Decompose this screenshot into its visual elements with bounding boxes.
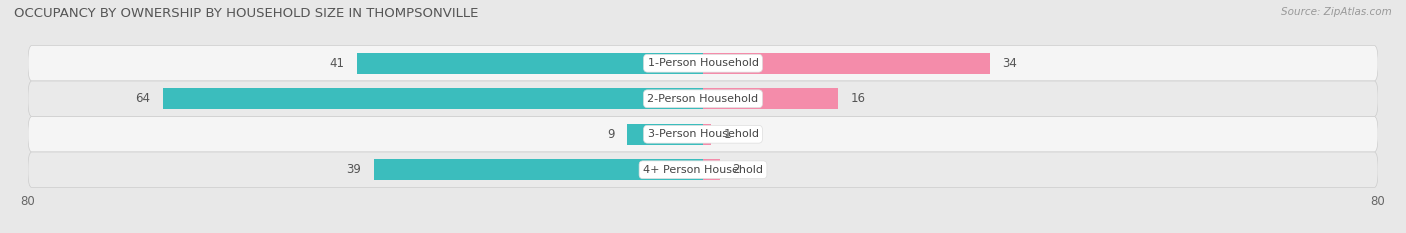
Bar [627, 123, 703, 145]
Text: Source: ZipAtlas.com: Source: ZipAtlas.com [1281, 7, 1392, 17]
FancyBboxPatch shape [28, 116, 1378, 152]
Bar [374, 159, 703, 180]
Text: 3-Person Household: 3-Person Household [648, 129, 758, 139]
Text: OCCUPANCY BY OWNERSHIP BY HOUSEHOLD SIZE IN THOMPSONVILLE: OCCUPANCY BY OWNERSHIP BY HOUSEHOLD SIZE… [14, 7, 478, 20]
Bar [357, 53, 703, 74]
Text: 4+ Person Household: 4+ Person Household [643, 165, 763, 175]
Bar [703, 53, 990, 74]
Text: 2-Person Household: 2-Person Household [647, 94, 759, 104]
Bar [703, 123, 711, 145]
FancyBboxPatch shape [28, 81, 1378, 116]
Text: 1-Person Household: 1-Person Household [648, 58, 758, 68]
Bar [163, 88, 703, 110]
FancyBboxPatch shape [28, 152, 1378, 188]
Text: 39: 39 [346, 163, 361, 176]
Text: 2: 2 [733, 163, 740, 176]
Text: 9: 9 [607, 128, 614, 141]
Text: 41: 41 [329, 57, 344, 70]
Text: 1: 1 [724, 128, 731, 141]
FancyBboxPatch shape [28, 45, 1378, 81]
Bar [703, 88, 838, 110]
Bar [703, 159, 720, 180]
Text: 16: 16 [851, 92, 866, 105]
Text: 64: 64 [135, 92, 150, 105]
Text: 34: 34 [1002, 57, 1018, 70]
